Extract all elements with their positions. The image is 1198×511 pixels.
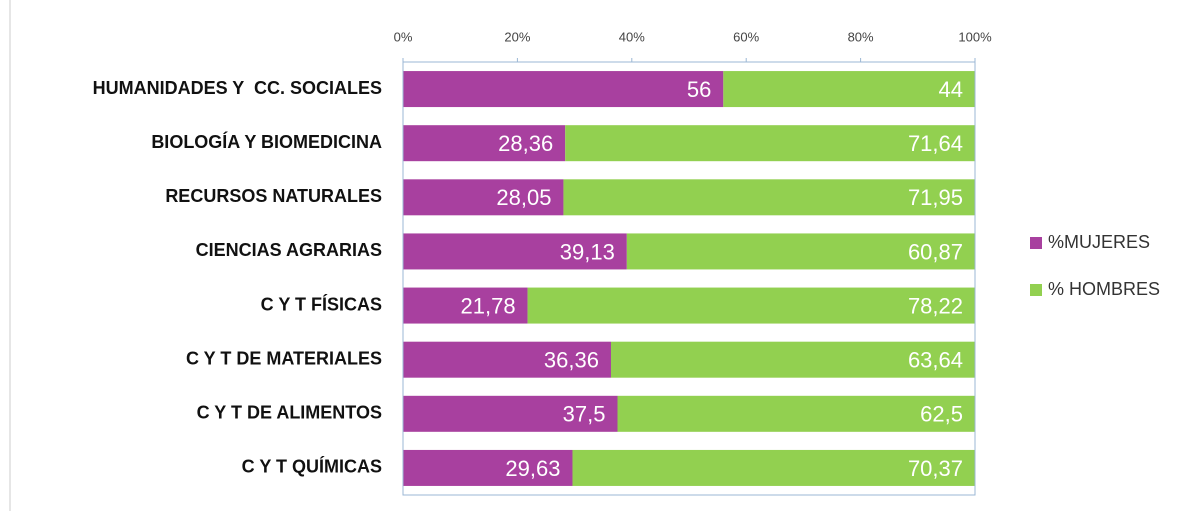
category-label: CIENCIAS AGRARIAS xyxy=(196,240,382,260)
bar-segment xyxy=(403,71,724,108)
legend-swatch xyxy=(1030,284,1042,296)
bar-segment xyxy=(403,395,618,432)
x-tick-label: 60% xyxy=(733,29,759,44)
bar-segment xyxy=(403,287,528,324)
category-label: C Y T FÍSICAS xyxy=(261,293,382,314)
bar-segment xyxy=(403,125,566,162)
bar-segment xyxy=(565,125,975,162)
bar-segment xyxy=(403,341,611,378)
bar-segment xyxy=(403,233,627,270)
bar-segment xyxy=(527,287,975,324)
data-label: 60,87 xyxy=(908,239,963,264)
data-label: 78,22 xyxy=(908,293,963,318)
data-label: 36,36 xyxy=(544,348,599,373)
x-tick-label: 40% xyxy=(619,29,645,44)
legend-swatch xyxy=(1030,237,1042,249)
bar-segment xyxy=(617,395,975,432)
category-label: C Y T DE ALIMENTOS xyxy=(197,403,382,423)
x-tick-label: 80% xyxy=(848,29,874,44)
data-label: 56 xyxy=(687,77,711,102)
data-label: 28,05 xyxy=(496,185,551,210)
category-label: RECURSOS NATURALES xyxy=(165,186,382,206)
category-label: BIOLOGÍA Y BIOMEDICINA xyxy=(151,131,382,152)
data-label: 71,64 xyxy=(908,131,963,156)
category-label: C Y T QUÍMICAS xyxy=(242,456,382,477)
bar-segment xyxy=(403,179,564,216)
bar-segment xyxy=(626,233,975,270)
data-label: 44 xyxy=(939,77,963,102)
legend-label: % HOMBRES xyxy=(1048,279,1160,299)
category-label: HUMANIDADES Y CC. SOCIALES xyxy=(93,78,382,98)
bar-segment xyxy=(723,71,975,108)
data-label: 28,36 xyxy=(498,131,553,156)
data-label: 70,37 xyxy=(908,456,963,481)
data-label: 29,63 xyxy=(505,456,560,481)
data-label: 71,95 xyxy=(908,185,963,210)
category-label: C Y T DE MATERIALES xyxy=(186,348,382,368)
bar-segment xyxy=(572,449,975,486)
bar-segment xyxy=(403,449,573,486)
x-tick-label: 20% xyxy=(504,29,530,44)
data-label: 63,64 xyxy=(908,348,963,373)
data-label: 39,13 xyxy=(560,239,615,264)
legend-label: %MUJERES xyxy=(1048,232,1150,252)
plot-border xyxy=(402,61,976,496)
data-label: 62,5 xyxy=(920,402,963,427)
bar-segment xyxy=(563,179,975,216)
data-label: 21,78 xyxy=(461,293,516,318)
x-tick-label: 100% xyxy=(958,29,992,44)
bar-segment xyxy=(610,341,975,378)
data-label: 37,5 xyxy=(563,402,606,427)
x-tick-label: 0% xyxy=(394,29,413,44)
